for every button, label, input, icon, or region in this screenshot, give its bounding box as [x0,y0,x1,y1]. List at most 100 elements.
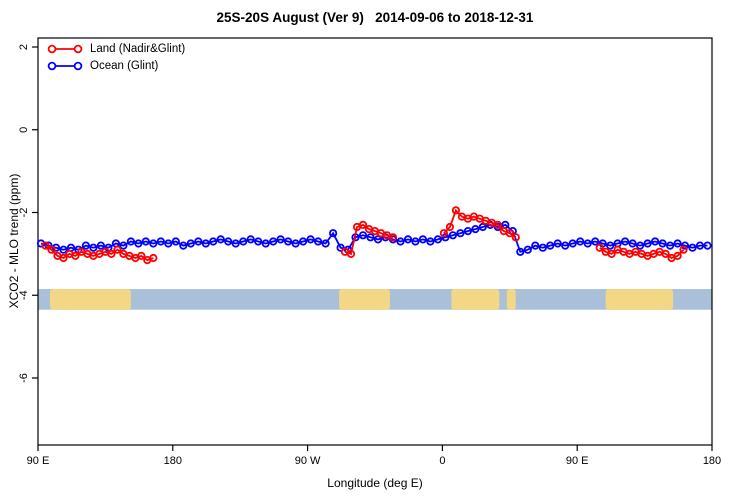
x-tick-label: 90 E [566,455,589,467]
data-point [679,245,688,254]
data-point [591,237,600,246]
x-tick-label: 90 W [295,455,321,467]
data-point [358,231,368,240]
data-point [665,241,675,250]
data-point [703,241,712,250]
data-point [126,237,135,246]
data-point [89,243,98,252]
data-point [445,222,454,232]
data-point [321,239,330,248]
data-point [171,237,180,246]
data-point [553,239,562,248]
data-point [607,249,616,258]
data-point [448,231,457,240]
data-point [239,237,248,246]
data-point [119,241,128,250]
data-point [561,241,570,250]
data-point [261,239,270,248]
data-point [568,239,577,248]
series-line [344,223,394,256]
data-point [164,239,173,248]
data-point [441,233,450,242]
data-point [583,239,592,248]
legend: Land (Nadir&Glint) Ocean (Glint) [46,40,185,74]
data-point [216,235,225,244]
land-segment [605,289,674,310]
data-point [516,247,525,256]
y-axis-title: XCO2 - MLO trend (ppm) [7,173,21,309]
data-point [620,237,630,246]
data-point [71,251,80,260]
data-point [298,237,308,246]
data-point [650,237,660,246]
x-tick-label: 90 E [27,455,50,467]
land-segment [49,289,131,310]
data-point [451,206,460,215]
data-point [358,220,368,229]
data-point [576,237,585,246]
data-point [246,235,255,244]
data-point [113,245,122,254]
data-point [695,241,705,250]
legend-item: Land (Nadir&Glint) [46,40,185,57]
data-point [141,237,150,246]
series-line [44,244,154,262]
data-point [680,241,690,250]
legend-item: Ocean (Glint) [46,57,185,74]
data-point [426,237,435,246]
data-point [313,237,323,246]
data-point [471,225,480,234]
ocean-series [36,220,712,256]
data-point [201,239,210,248]
chart-title: 25S-20S August (Ver 9) 2014-09-06 to 201… [216,10,534,25]
data-point [661,249,670,258]
data-point [179,241,188,250]
data-point [224,237,233,246]
data-point [546,241,555,250]
data-point [306,235,315,244]
land-series [41,206,688,265]
y-tick-label: -6 [18,373,30,383]
x-tick-label: 0 [439,455,445,467]
data-point [107,249,116,258]
x-tick-label: 180 [164,455,182,467]
legend-label: Ocean (Glint) [90,59,159,72]
data-point [291,239,300,248]
data-point [254,237,263,246]
data-point [635,241,645,250]
data-point [96,241,106,250]
data-point [47,245,56,254]
data-point [478,222,487,232]
data-point [186,239,195,248]
data-point [538,243,547,252]
data-point [41,241,50,250]
data-point [346,249,356,258]
land-segment [339,289,390,310]
legend-label: Land (Nadir&Glint) [90,42,186,55]
x-axis: 90 E 180 90 W 0 90 E 180 [27,445,721,467]
data-point [373,235,383,244]
data-point [673,251,682,260]
land-segment [506,289,516,310]
data-point [511,233,520,242]
data-point [81,241,91,250]
data-point [606,241,615,250]
data-point [328,229,338,238]
data-point [283,237,293,246]
y-tick-label: 0 [18,127,30,133]
data-point [134,239,143,248]
data-point [456,229,465,238]
data-point [418,235,427,244]
y-tick-label: -2 [18,208,30,218]
data-point [149,239,158,248]
data-point [463,227,472,236]
data-point [194,237,203,246]
land-segment [451,289,500,310]
data-point [388,233,398,242]
y-tick-label: 2 [18,44,30,50]
x-tick-label: 180 [703,455,721,467]
data-point [51,243,61,252]
legend-key-icon [47,44,83,53]
data-point [439,229,448,238]
